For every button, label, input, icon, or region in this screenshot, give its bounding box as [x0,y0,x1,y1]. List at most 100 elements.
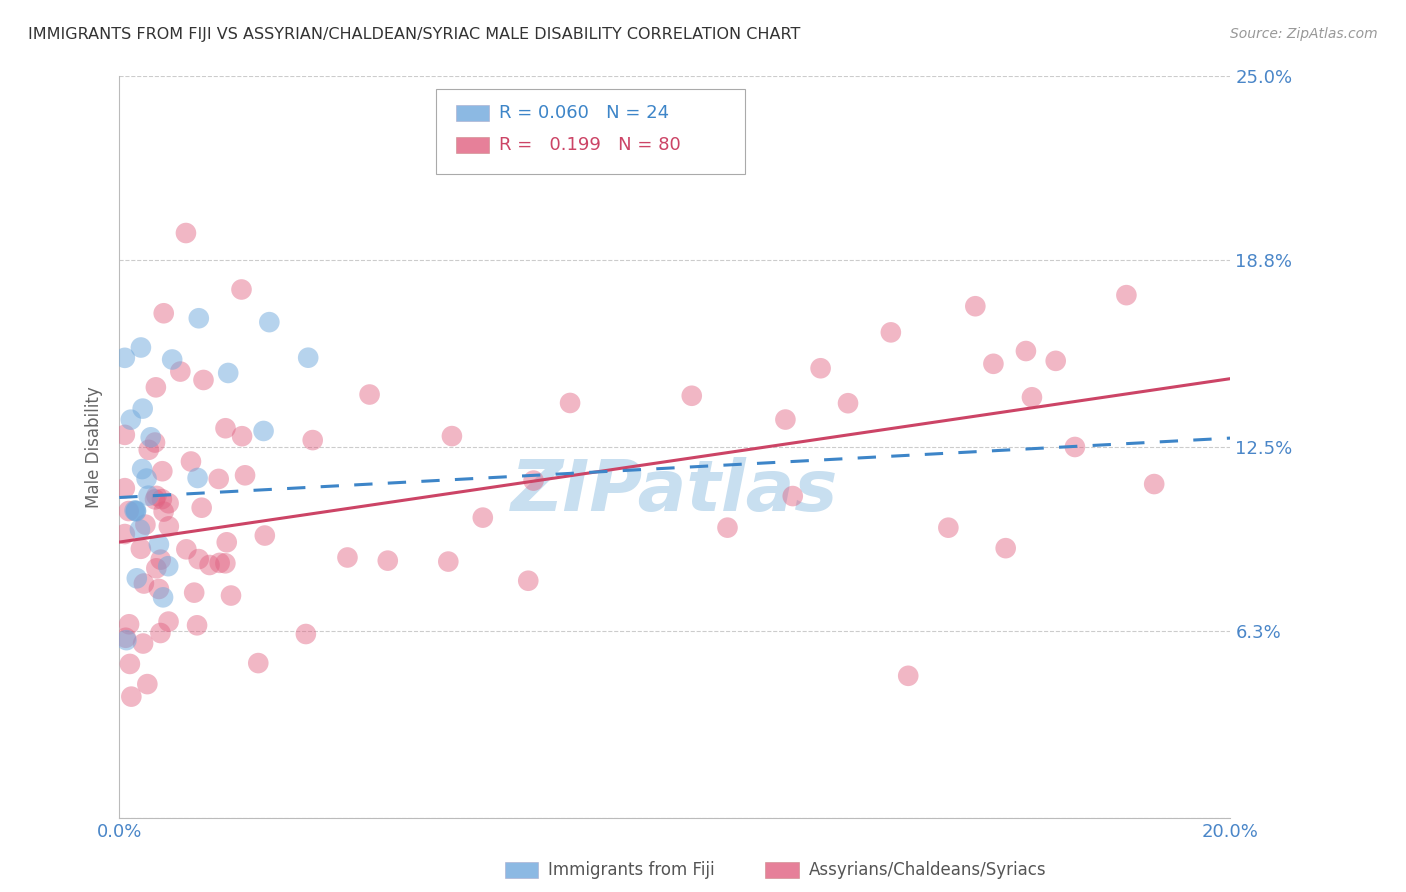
Point [138,489,160,503]
Point [193,373,215,387]
Point [775,412,797,426]
Point [114,527,136,541]
Point [120,412,142,426]
Point [247,656,270,670]
Text: R =   0.199   N = 80: R = 0.199 N = 80 [499,136,681,154]
Point [135,472,157,486]
Point [129,341,152,355]
Point [125,504,148,518]
Point [517,574,540,588]
Point [186,618,208,632]
Point [297,351,319,365]
Point [377,554,399,568]
Point [129,523,152,537]
Point [149,552,172,566]
Point [124,503,146,517]
Point [118,657,141,671]
Point [437,555,460,569]
Point [152,591,174,605]
Point [138,442,160,457]
Point [198,558,221,572]
Point [157,519,180,533]
Point [118,617,141,632]
Point [219,589,242,603]
Point [114,631,136,645]
Point [139,430,162,444]
Text: R = 0.060   N = 24: R = 0.060 N = 24 [499,104,669,122]
Point [470,113,492,128]
Point [145,561,167,575]
Point [129,541,152,556]
Point [149,626,172,640]
Point [965,299,987,313]
Point [837,396,859,410]
Point [522,474,544,488]
Point [471,510,494,524]
Point [114,351,136,365]
Point [1064,440,1087,454]
Point [1015,344,1038,359]
Point [114,481,136,495]
Point [132,576,155,591]
Point [231,429,253,443]
Point [994,541,1017,556]
Point [187,552,209,566]
Point [440,429,463,443]
Text: Source: ZipAtlas.com: Source: ZipAtlas.com [1230,27,1378,41]
Point [115,633,138,648]
Point [120,690,142,704]
Point [295,627,318,641]
Point [152,306,174,320]
Point [176,542,198,557]
Point [231,283,253,297]
Point [214,556,236,570]
Text: Assyrians/Chaldeans/Syriacs: Assyrians/Chaldeans/Syriacs [808,861,1046,879]
Point [125,503,148,517]
Point [208,556,231,570]
Point [125,571,148,585]
Point [938,521,960,535]
Point [148,537,170,551]
Point [810,361,832,376]
Text: IMMIGRANTS FROM FIJI VS ASSYRIAN/CHALDEAN/SYRIAC MALE DISABILITY CORRELATION CHA: IMMIGRANTS FROM FIJI VS ASSYRIAN/CHALDEA… [28,27,800,42]
Point [259,315,281,329]
Point [183,585,205,599]
Point [558,396,581,410]
Point [117,504,139,518]
Point [136,677,159,691]
Point [114,428,136,442]
Point [180,454,202,468]
Point [152,505,174,519]
Point [157,559,180,574]
Point [217,366,239,380]
Point [782,489,804,503]
Point [131,462,153,476]
Point [1143,477,1166,491]
Point [252,424,274,438]
Point [150,492,173,507]
Point [174,226,197,240]
Point [301,433,323,447]
Point [1021,390,1043,404]
Text: ZIPatlas: ZIPatlas [512,457,838,526]
Point [148,582,170,596]
Point [150,464,173,478]
Point [880,326,903,340]
Point [160,352,183,367]
Point [131,401,153,416]
Point [157,496,180,510]
Point [336,550,359,565]
Point [215,535,238,549]
Point [233,468,256,483]
Point [143,435,166,450]
Point [169,365,191,379]
Point [716,521,738,535]
Point [208,472,231,486]
Point [157,615,180,629]
Point [190,500,212,515]
Text: Immigrants from Fiji: Immigrants from Fiji [548,861,716,879]
Point [187,471,209,485]
Point [134,517,156,532]
Point [214,421,236,435]
Point [359,387,381,401]
